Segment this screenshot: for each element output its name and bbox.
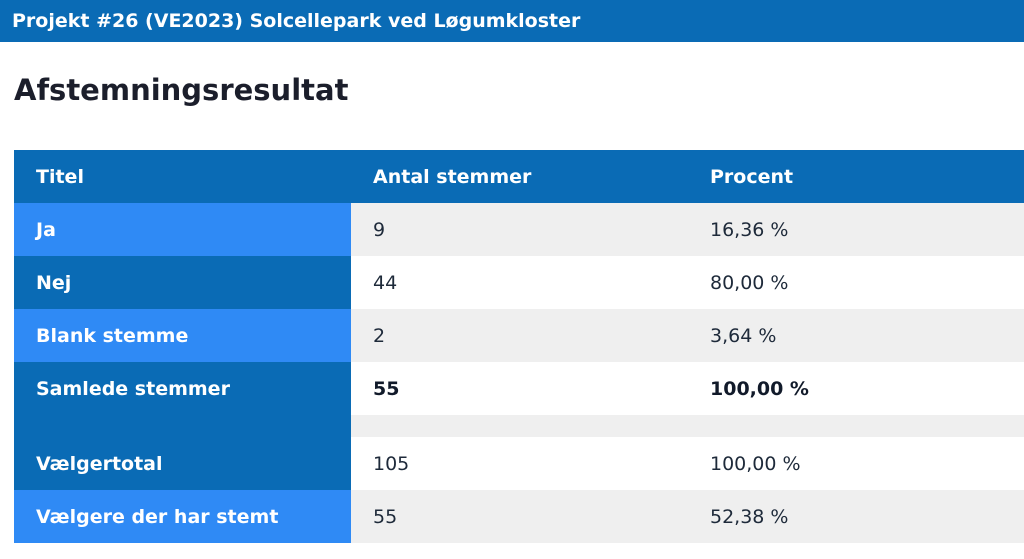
row-percent: 80,00 % xyxy=(688,256,1024,309)
column-header-votes: Antal stemmer xyxy=(351,150,688,203)
row-votes: 9 xyxy=(351,203,688,256)
table-row: Ja 9 16,36 % xyxy=(14,203,1024,256)
row-percent: 100,00 % xyxy=(688,362,1024,415)
row-percent: 100,00 % xyxy=(688,437,1024,490)
row-percent: 16,36 % xyxy=(688,203,1024,256)
row-title: Vælgere der har stemt xyxy=(14,490,351,543)
table-row: Blank stemme 2 3,64 % xyxy=(14,309,1024,362)
row-percent: 3,64 % xyxy=(688,309,1024,362)
row-title: Ja xyxy=(14,203,351,256)
table-row: Vælgere der har stemt 55 52,38 % xyxy=(14,490,1024,543)
row-votes: 2 xyxy=(351,309,688,362)
column-header-percent: Procent xyxy=(688,150,1024,203)
row-percent: 52,38 % xyxy=(688,490,1024,543)
row-votes: 44 xyxy=(351,256,688,309)
row-votes: 55 xyxy=(351,362,688,415)
page-title: Afstemningsresultat xyxy=(14,73,349,107)
table-row-total: Samlede stemmer 55 100,00 % xyxy=(14,362,1024,415)
row-votes: 55 xyxy=(351,490,688,543)
voting-results-table: Titel Antal stemmer Procent Ja 9 16,36 %… xyxy=(14,150,1024,543)
table-row: Vælgertotal 105 100,00 % xyxy=(14,437,1024,490)
project-title-bar: Projekt #26 (VE2023) Solcellepark ved Lø… xyxy=(0,0,1024,42)
row-title: Samlede stemmer xyxy=(14,362,351,415)
row-votes: 105 xyxy=(351,437,688,490)
project-title: Projekt #26 (VE2023) Solcellepark ved Lø… xyxy=(12,10,581,32)
row-title: Blank stemme xyxy=(14,309,351,362)
row-title: Nej xyxy=(14,256,351,309)
table-spacer-row xyxy=(14,415,1024,437)
table-header-row: Titel Antal stemmer Procent xyxy=(14,150,1024,203)
table-row: Nej 44 80,00 % xyxy=(14,256,1024,309)
row-title: Vælgertotal xyxy=(14,437,351,490)
column-header-title: Titel xyxy=(14,150,351,203)
